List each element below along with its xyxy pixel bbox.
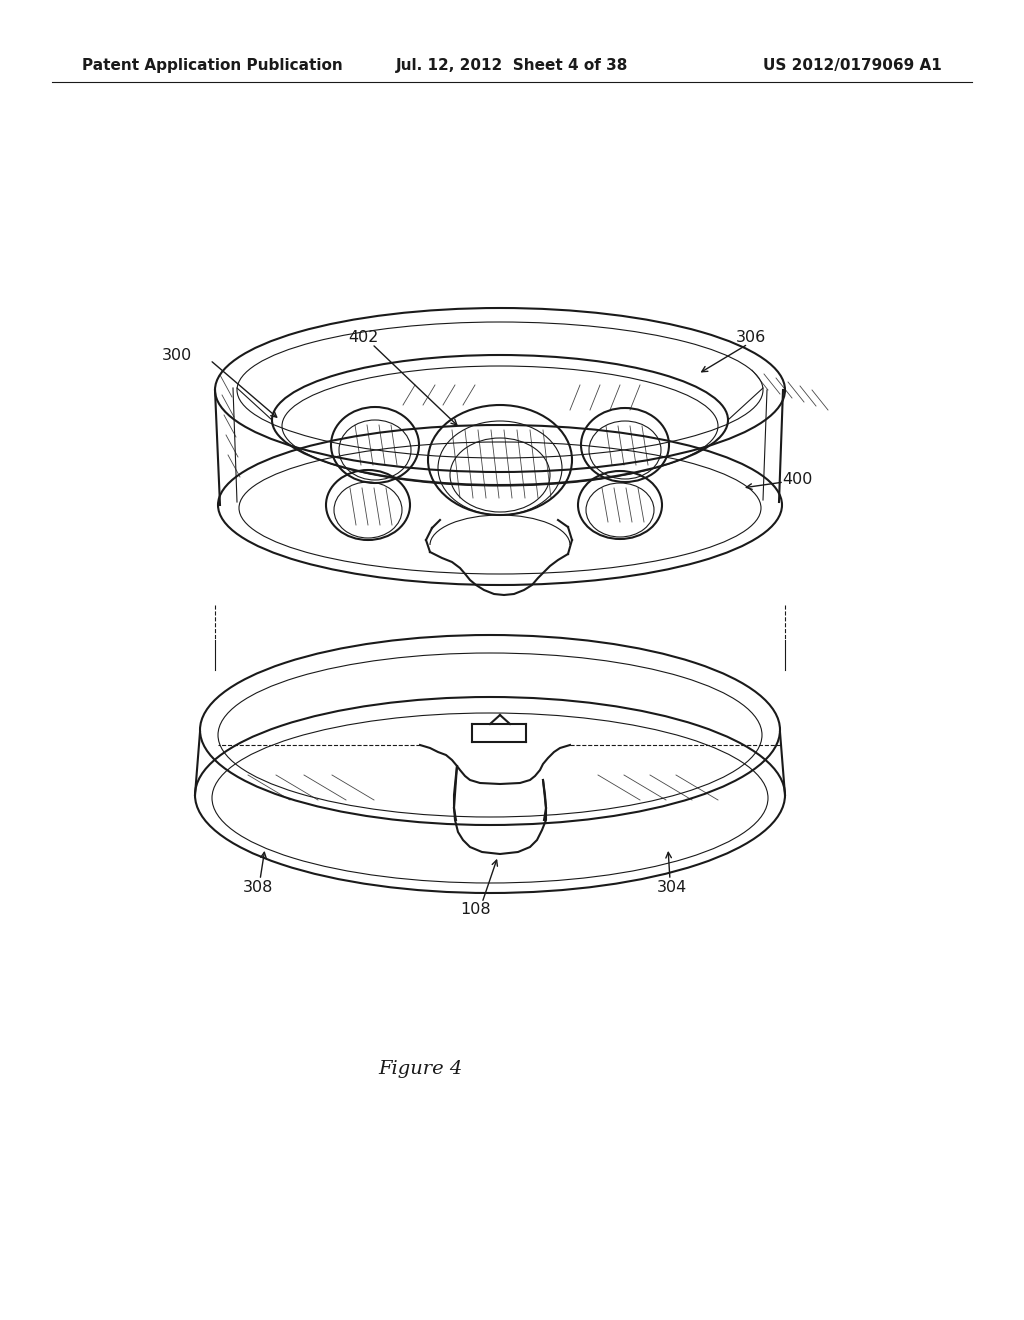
Text: 300: 300: [162, 347, 193, 363]
Text: 402: 402: [348, 330, 379, 346]
Text: Jul. 12, 2012  Sheet 4 of 38: Jul. 12, 2012 Sheet 4 of 38: [396, 58, 628, 73]
Text: 306: 306: [736, 330, 766, 346]
Text: 304: 304: [656, 880, 687, 895]
Text: US 2012/0179069 A1: US 2012/0179069 A1: [763, 58, 942, 73]
Text: 108: 108: [461, 903, 492, 917]
Text: 400: 400: [782, 473, 812, 487]
Text: 308: 308: [243, 880, 273, 895]
Text: Figure 4: Figure 4: [378, 1060, 462, 1078]
Text: Patent Application Publication: Patent Application Publication: [82, 58, 343, 73]
